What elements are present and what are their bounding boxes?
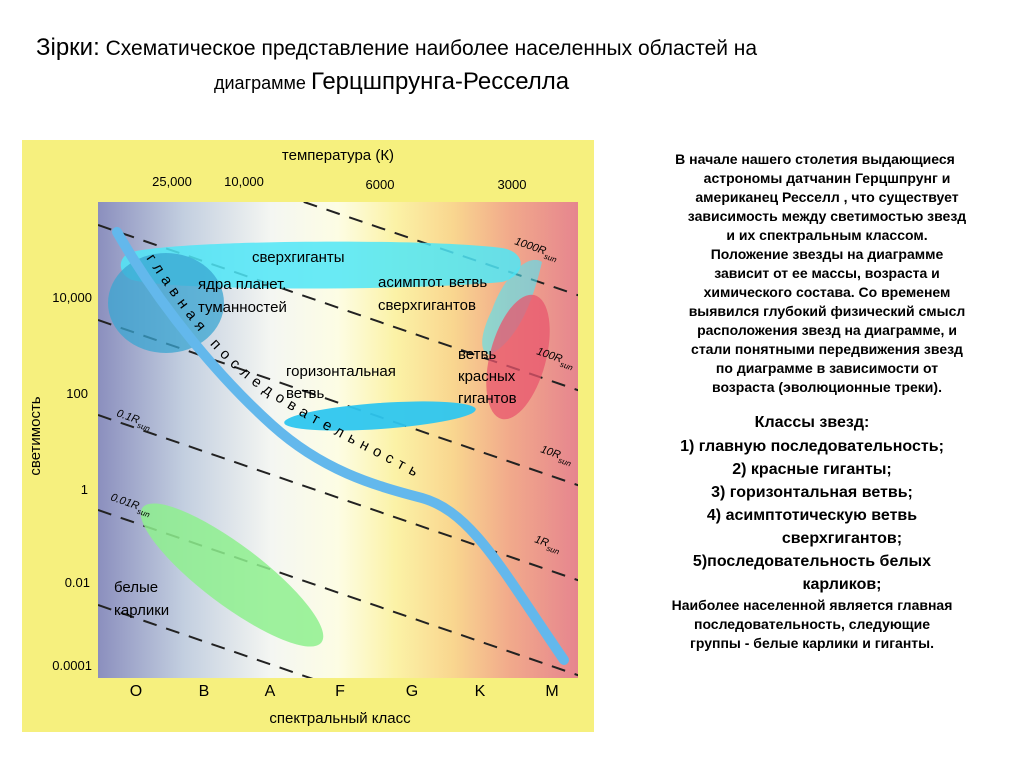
radius-line-10: [98, 319, 578, 487]
horizontal-branch-label-line1: горизонтальная: [286, 363, 396, 380]
intro-line: американец Ресселл , что существует: [695, 189, 959, 205]
supergiants-label: сверхгиганты: [252, 249, 345, 266]
temperature-tick-4: 3000: [498, 177, 527, 192]
radius-label-1: 1Rsun: [532, 533, 563, 556]
intro-line: возраста (эволюционные треки).: [712, 379, 942, 395]
horizontal-branch-region: [284, 401, 476, 431]
spectral-class-B: B: [199, 683, 210, 700]
intro-line: и их спектральным классом.: [726, 227, 928, 243]
agb-label-line2: сверхгигантов: [378, 297, 476, 314]
star-class-item: сверхгигантов;: [781, 530, 903, 547]
star-classes-list: 1) главную последовательность; 2) красны…: [626, 435, 998, 596]
footer-line: группы - белые карлики и гиганты.: [690, 635, 934, 651]
luminosity-tick-2: 100: [66, 386, 88, 401]
hr-diagram: температура (К) 25,000 10,000 6000 3000 …: [22, 140, 594, 732]
nuclei-label-line1: ядра планет.: [198, 276, 286, 293]
title-text-line1: Схематическое представление наиболее нас…: [105, 37, 758, 60]
luminosity-axis-title: светимость: [27, 396, 44, 475]
intro-line: по диаграмме в зависимости от: [715, 360, 939, 376]
footer-line: последовательность, следующие: [693, 616, 931, 632]
spectral-class-O: O: [130, 683, 142, 700]
star-class-item: 4) асимптотическую ветвь: [706, 507, 918, 524]
title-text-line2-small: диаграмме: [214, 73, 306, 93]
radius-line-0.1: [98, 509, 578, 677]
luminosity-tick-3: 1: [81, 482, 88, 497]
title-prefix: Зірки:: [36, 34, 100, 61]
nuclei-label-line2: туманностей: [198, 299, 287, 316]
spectral-class-K: K: [475, 683, 486, 700]
intro-paragraph: В начале нашего столетия выдающиеся астр…: [626, 150, 998, 397]
spectral-class-A: A: [265, 683, 276, 700]
white-dwarfs-label-line1: белые: [114, 579, 158, 596]
intro-line: стали понятными передвижения звезд: [691, 341, 963, 357]
star-class-item: карликов;: [802, 576, 882, 593]
intro-line: астрономы датчанин Герцшпрунг и: [703, 170, 951, 186]
white-dwarfs-region: [140, 503, 324, 647]
spectral-axis-title: спектральный класс: [269, 710, 411, 727]
intro-line: зависимость между светимостью звезд: [687, 208, 967, 224]
slide-title-line1: Зірки: Схематическое представление наибо…: [36, 34, 757, 62]
intro-line: химического состава. Со временем: [703, 284, 951, 300]
temperature-tick-3: 6000: [366, 177, 395, 192]
red-giants-label-line1: ветвь: [458, 346, 496, 363]
intro-line: В начале нашего столетия выдающиеся: [675, 151, 955, 167]
temperature-tick-2: 10,000: [224, 174, 264, 189]
agb-label-line1: асимптот. ветвь: [378, 274, 487, 291]
footer-line: Наиболее населенной является главная: [671, 597, 953, 613]
intro-line: зависит от ее массы, возраста и: [714, 265, 940, 281]
star-class-item: 3) горизонтальная ветвь;: [711, 484, 913, 501]
intro-line: расположения звезд на диаграмме, и: [697, 322, 957, 338]
luminosity-tick-5: 0.0001: [52, 658, 92, 673]
horizontal-branch-label-line2: ветвь: [286, 385, 324, 402]
intro-line: выявился глубокий физический смысл: [688, 303, 966, 319]
supergiants-region: [120, 241, 521, 289]
footer-note: Наиболее населенной является главная пос…: [626, 596, 998, 653]
temperature-tick-1: 25,000: [152, 174, 192, 189]
luminosity-tick-4: 0.01: [65, 575, 90, 590]
radius-line-1: [98, 414, 578, 582]
temperature-axis-title: температура (К): [282, 147, 394, 164]
intro-line: Положение звезды на диаграмме: [710, 246, 944, 262]
main-sequence-curve: [112, 227, 569, 665]
classes-heading: Классы звезд:: [754, 414, 870, 431]
spectral-class-M: M: [545, 683, 558, 700]
slide-title-line2: диаграмме Герцшпрунга-Ресселла: [214, 68, 569, 96]
red-giants-label-line3: гигантов: [458, 390, 517, 407]
spectral-class-G: G: [406, 683, 418, 700]
white-dwarfs-label-line2: карлики: [114, 602, 169, 619]
star-class-item: 1) главную последовательность;: [680, 438, 944, 455]
red-giants-region: [486, 294, 550, 420]
star-class-item: 2) красные гиганты;: [732, 461, 892, 478]
spectral-class-F: F: [335, 683, 345, 700]
luminosity-tick-1: 10,000: [52, 290, 92, 305]
title-text-line2-big: Герцшпрунга-Ресселла: [310, 68, 570, 95]
star-class-item: 5)последовательность белых: [692, 553, 932, 570]
red-giants-label-line2: красных: [458, 368, 516, 385]
notes-panel: В начале нашего столетия выдающиеся астр…: [626, 150, 998, 653]
